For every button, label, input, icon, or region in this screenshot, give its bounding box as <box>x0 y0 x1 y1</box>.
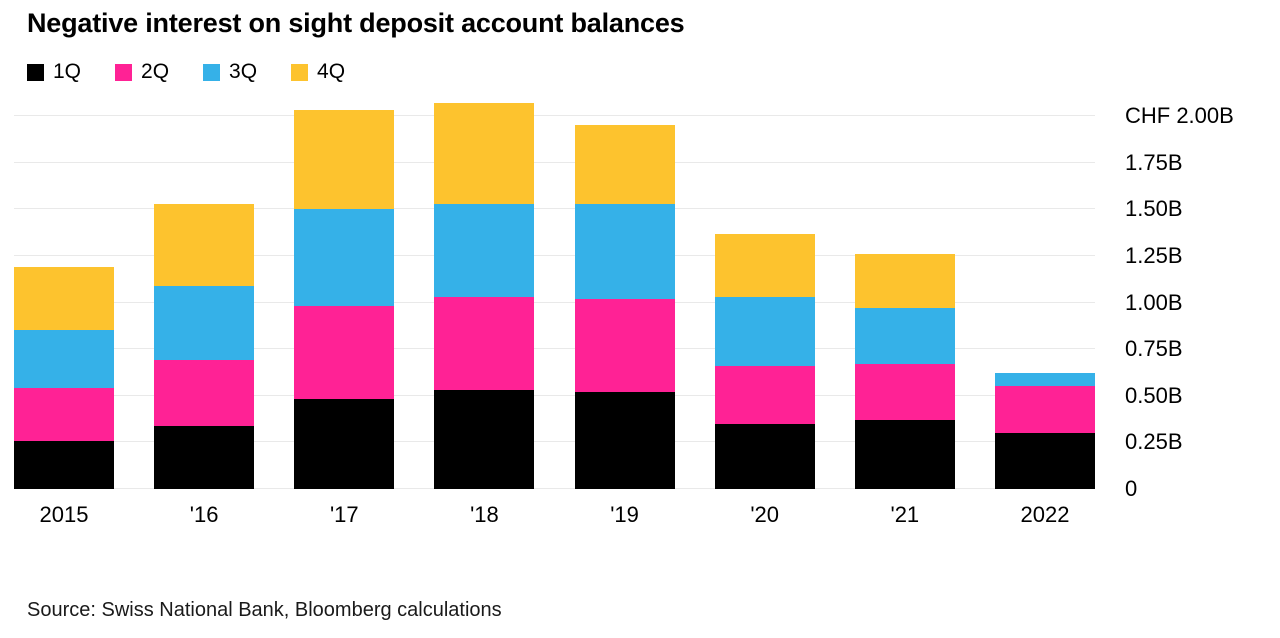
gridline <box>14 208 1095 210</box>
bar-segment-4q <box>294 110 395 210</box>
plot-wrap: 2015 '16 '17 '18 '19 '20 '21 2022 <box>14 99 1095 528</box>
gridline <box>14 441 1095 443</box>
bar-18 <box>434 102 535 489</box>
bar-segment-3q <box>714 296 815 366</box>
legend-label: 2Q <box>141 60 170 83</box>
y-tick-0-5: 0.50B <box>1125 382 1183 408</box>
legend-item-1q: 1Q <box>27 60 81 84</box>
y-tick-1-5: 1.50B <box>1125 196 1183 222</box>
gridline <box>14 161 1095 163</box>
bar-2015 <box>14 267 114 489</box>
bar-16 <box>154 203 255 489</box>
bar-segment-2q <box>574 298 675 393</box>
bar-segment-1q <box>994 433 1095 489</box>
gridline <box>14 488 1095 489</box>
y-tick-2: CHF 2.00B <box>1125 103 1234 128</box>
plot-area <box>14 99 1095 489</box>
bar-segment-4q <box>714 233 815 297</box>
legend-label: 3Q <box>229 60 258 83</box>
x-tick-21: '21 <box>890 502 920 527</box>
bar-segment-3q <box>14 330 114 389</box>
bar-20 <box>714 233 815 489</box>
bar-segment-4q <box>574 125 675 204</box>
y-tick-0-75: 0.75B <box>1125 336 1183 362</box>
x-tick-2015: 2015 <box>39 502 89 527</box>
y-tick-1-75: 1.75B <box>1125 149 1183 175</box>
legend-label: 1Q <box>53 60 82 83</box>
bar-segment-3q <box>574 203 675 299</box>
bar-segment-2q <box>294 306 395 400</box>
bar-segment-1q <box>574 392 675 489</box>
y-tick-0-25: 0.25B <box>1125 429 1183 455</box>
bar-segment-1q <box>714 423 815 489</box>
legend-label: 4Q <box>317 60 346 83</box>
gridline <box>14 394 1095 396</box>
bar-21 <box>854 254 955 489</box>
legend-swatch-1q <box>27 63 44 81</box>
legend-swatch-4q <box>291 63 309 81</box>
bar-segment-3q <box>154 285 255 361</box>
x-tick-17: '17 <box>329 502 359 527</box>
legend-swatch-3q <box>203 63 221 81</box>
bar-19 <box>574 125 675 489</box>
y-tick-1: 1.00B <box>1125 289 1183 315</box>
bar-segment-2q <box>714 365 815 424</box>
bar-segment-3q <box>854 308 955 365</box>
y-tick-1-25: 1.25B <box>1125 242 1183 268</box>
legend: 1Q 2Q 3Q 4Q <box>27 60 1280 84</box>
x-axis: 2015 '16 '17 '18 '19 '20 '21 2022 <box>14 502 1095 528</box>
bar-segment-2q <box>154 360 255 426</box>
bar-17 <box>294 110 395 489</box>
bar-segment-2q <box>434 296 535 391</box>
x-tick-19: '19 <box>610 502 639 527</box>
legend-item-2q: 2Q <box>115 60 169 84</box>
gridline <box>14 115 1095 116</box>
y-axis: CHF 2.00B 1.75B 1.50B 1.25B 1.00B 0.75B 0.50B 0… <box>1095 99 1280 501</box>
bar-segment-1q <box>154 425 255 489</box>
gridline <box>14 301 1095 303</box>
legend-item-4q: 4Q <box>291 60 345 84</box>
chart-title: Negative interest on sight deposit accou… <box>27 8 685 38</box>
bar-segment-4q <box>154 203 255 286</box>
bar-segment-2q <box>854 364 955 420</box>
source-note: Source: Swiss National Bank, Bloomberg c… <box>27 599 502 621</box>
bar-segment-1q <box>854 420 955 489</box>
x-tick-16: '16 <box>189 502 219 527</box>
bar-2022 <box>994 373 1095 489</box>
bar-segment-2q <box>14 388 114 441</box>
bar-segment-1q <box>14 440 114 489</box>
legend-item-3q: 3Q <box>203 60 257 84</box>
bar-segment-4q <box>434 102 535 204</box>
bar-segment-2q <box>994 386 1095 434</box>
x-tick-18: '18 <box>470 502 499 527</box>
y-tick-0: 0 <box>1125 476 1138 501</box>
bars-row <box>14 102 1095 489</box>
bar-segment-3q <box>294 209 395 307</box>
bar-segment-3q <box>434 203 535 297</box>
bar-segment-4q <box>854 254 955 309</box>
chart-area: 2015 '16 '17 '18 '19 '20 '21 2022 CHF 2.00B 1.75… <box>14 99 1280 528</box>
bar-segment-1q <box>294 399 395 489</box>
gridline <box>14 254 1095 256</box>
bar-segment-1q <box>434 390 535 489</box>
bar-segment-4q <box>14 267 114 331</box>
gridline <box>14 348 1095 350</box>
bar-segment-3q <box>994 373 1095 387</box>
x-tick-20: '20 <box>750 502 780 527</box>
legend-swatch-2q <box>115 63 133 81</box>
x-tick-2022: 2022 <box>1020 502 1070 527</box>
